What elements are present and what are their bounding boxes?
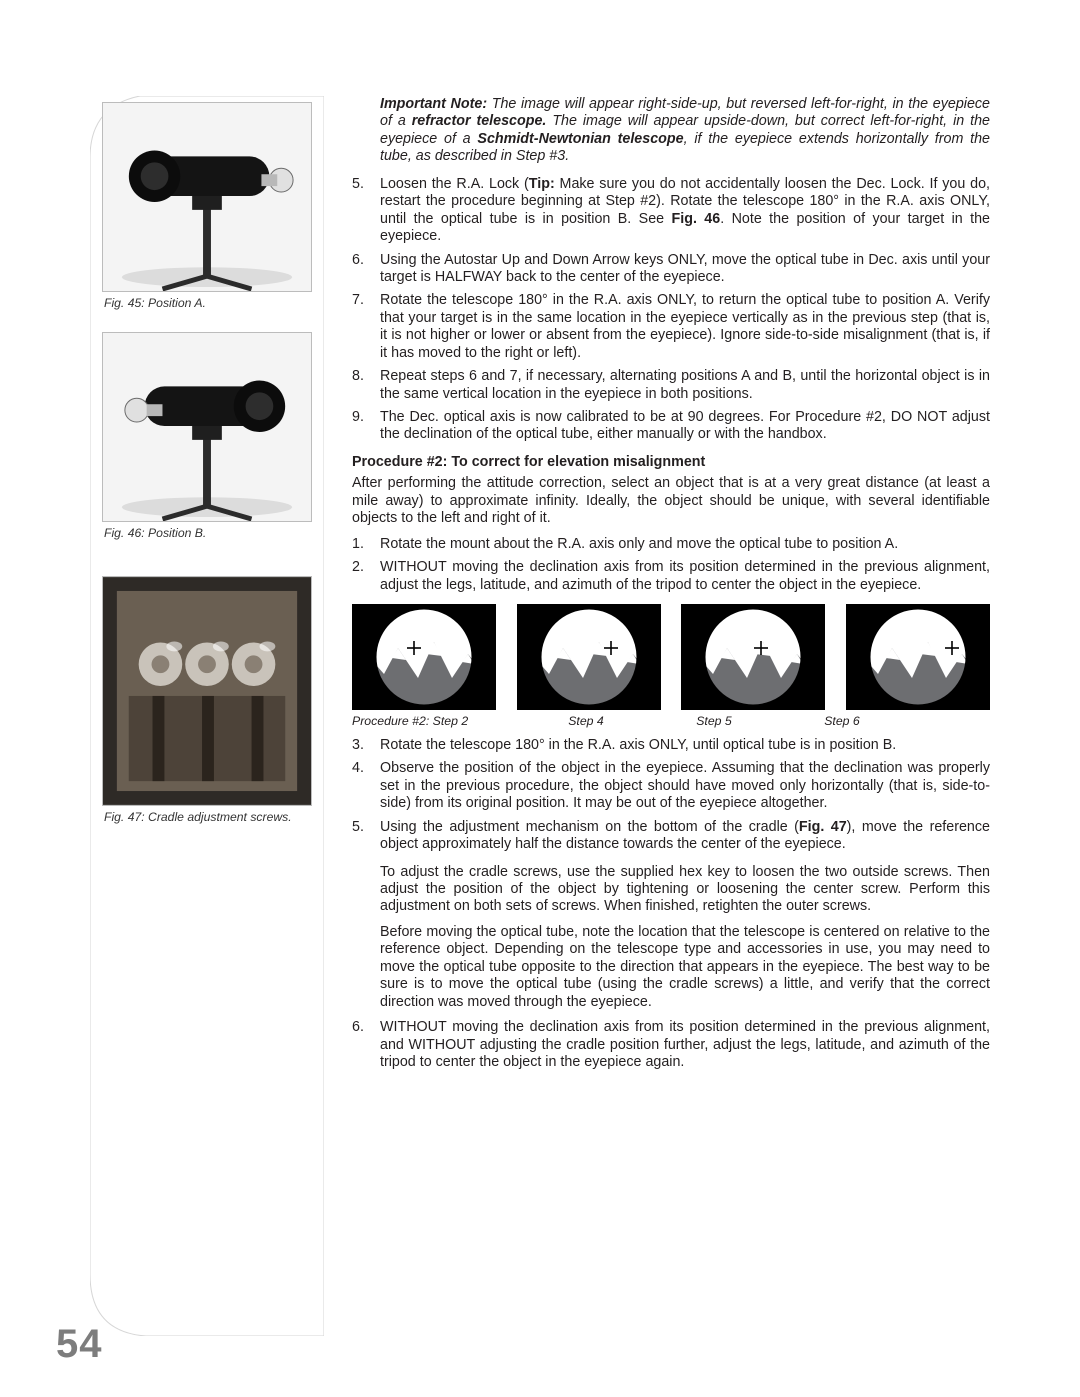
diagram-step-4 [517, 604, 661, 710]
paragraph-direction: Before moving the optical tube, note the… [380, 924, 990, 1011]
step-c3: 3. Rotate the telescope 180° in the R.A.… [352, 737, 990, 754]
note-bold-a: refractor telescope. [412, 113, 547, 129]
diagram-step-6 [846, 604, 990, 710]
page-number: 54 [56, 1322, 103, 1367]
step-6: 6. Using the Autostar Up and Down Arrow … [352, 252, 990, 287]
figure-47: Fig. 47: Cradle adjustment screws. [98, 576, 316, 824]
note-lead: Important Note: [380, 96, 487, 112]
step-9: 9. The Dec. optical axis is now calibrat… [352, 409, 990, 444]
step-b2: 2. WITHOUT moving the declination axis f… [352, 559, 990, 594]
figure-47-caption: Fig. 47: Cradle adjustment screws. [104, 810, 316, 824]
step-d6: 6. WITHOUT moving the declination axis f… [352, 1019, 990, 1071]
procedure-2-intro: After performing the attitude correction… [352, 475, 990, 527]
steps-list-c: 3. Rotate the telescope 180° in the R.A.… [352, 737, 990, 854]
figure-46-caption: Fig. 46: Position B. [104, 526, 316, 540]
figure-47-image [102, 576, 312, 806]
diagram-step-2-image [352, 604, 496, 710]
page-content: Fig. 45: Position A. [90, 96, 990, 1081]
note-bold-b: Schmidt-Newtonian telescope [477, 131, 683, 147]
figure-45: Fig. 45: Position A. [98, 102, 316, 310]
steps-list-a: 5. Loosen the R.A. Lock (Tip: Make sure … [352, 176, 990, 444]
main-text-column: Important Note: The image will appear ri… [352, 96, 990, 1081]
figure-46-image [102, 332, 312, 522]
step-c5: 5. Using the adjustment mechanism on the… [352, 819, 990, 854]
diagram-caption-2: Procedure #2: Step 2 [352, 714, 522, 729]
procedure-2-heading: Procedure #2: To correct for elevation m… [352, 454, 990, 471]
diagram-step-5-image [681, 604, 825, 710]
diagram-caption-6: Step 6 [778, 714, 906, 729]
important-note: Important Note: The image will appear ri… [380, 96, 990, 166]
diagram-caption-5: Step 5 [650, 714, 778, 729]
step-number: 5. [352, 176, 380, 246]
steps-list-b: 1. Rotate the mount about the R.A. axis … [352, 536, 990, 594]
figure-46: Fig. 46: Position B. [98, 332, 316, 540]
diagram-caption-4: Step 4 [522, 714, 650, 729]
diagram-step-5 [681, 604, 825, 710]
step-c4: 4. Observe the position of the object in… [352, 760, 990, 812]
steps-list-d: 6. WITHOUT moving the declination axis f… [352, 1019, 990, 1071]
step-5: 5. Loosen the R.A. Lock (Tip: Make sure … [352, 176, 990, 246]
step-8: 8. Repeat steps 6 and 7, if necessary, a… [352, 368, 990, 403]
paragraph-screws: To adjust the cradle screws, use the sup… [380, 864, 990, 916]
step-b1: 1. Rotate the mount about the R.A. axis … [352, 536, 990, 553]
figure-45-image [102, 102, 312, 292]
diagram-captions: Procedure #2: Step 2 Step 4 Step 5 Step … [352, 714, 990, 729]
eyepiece-diagrams [352, 604, 990, 710]
diagram-step-6-image [846, 604, 990, 710]
figure-45-caption: Fig. 45: Position A. [104, 296, 316, 310]
figure-sidebar: Fig. 45: Position A. [90, 96, 324, 1081]
diagram-step-2 [352, 604, 496, 710]
diagram-step-4-image [517, 604, 661, 710]
step-7: 7. Rotate the telescope 180° in the R.A.… [352, 292, 990, 362]
